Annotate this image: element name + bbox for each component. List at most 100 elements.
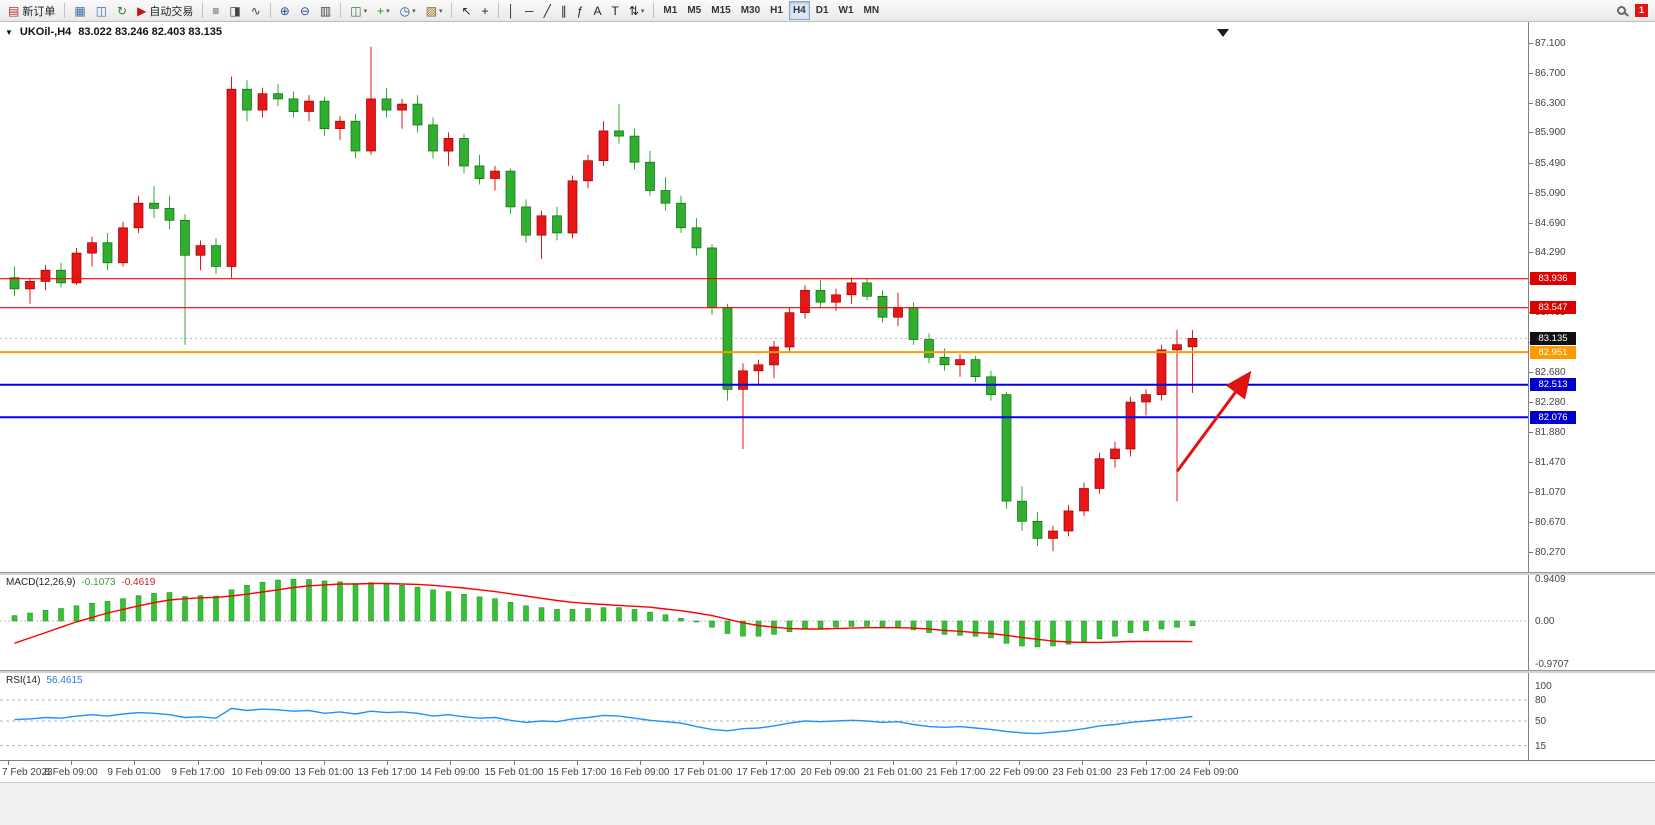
fibonacci-button[interactable]: ƒ [573, 1, 588, 20]
macd-histogram [11, 578, 1196, 648]
candlestick-chart-button[interactable]: ◨ [225, 1, 244, 20]
time-tick [324, 761, 325, 765]
charts-button[interactable]: ▦ [70, 1, 89, 20]
price-badge: 82.513 [1530, 378, 1576, 391]
search-button[interactable] [1613, 1, 1630, 20]
dropdown-arrow-icon[interactable]: ▾ [640, 7, 645, 15]
tf-d1-button[interactable]: D1 [812, 1, 833, 20]
time-label: 10 Feb 09:00 [231, 767, 291, 778]
tf-m5-button[interactable]: M5 [683, 1, 705, 20]
toolbar-separator [497, 3, 499, 18]
dropdown-arrow-icon[interactable]: ▾ [438, 7, 443, 15]
toolbar-separator [64, 3, 66, 18]
dropdown-arrow-icon[interactable]: ▾ [386, 7, 390, 15]
autotrading-button[interactable]: ▶ 自动交易 [133, 1, 197, 20]
cursor-icon: ↖ [461, 3, 472, 18]
dropdown-arrow-icon[interactable]: ▾ [412, 7, 416, 15]
time-axis[interactable]: 7 Feb 2023 8 Feb 09:00 9 Feb 01:00 9 Feb 17… [0, 760, 1655, 782]
tf-m1-button[interactable]: M1 [659, 1, 681, 20]
tf-m30-button[interactable]: M30 [737, 1, 764, 20]
time-tick [387, 761, 388, 765]
zoom-out-icon: ⊖ [299, 3, 310, 18]
macd-chart[interactable] [0, 575, 1528, 670]
text-button[interactable]: A [589, 1, 605, 20]
time-tick [450, 761, 451, 765]
chart-symbol-period: UKOil-,H4 [19, 26, 72, 38]
new-order-button[interactable]: ▤ 新订单 [4, 1, 59, 20]
price-tick [1529, 432, 1533, 433]
periods-button[interactable]: ◷ ▾ [396, 1, 420, 20]
crosshair-button[interactable]: + [478, 1, 493, 20]
quick-trade-arrow-icon[interactable]: ▼ [5, 27, 13, 37]
price-tick [1529, 223, 1533, 224]
tf-w1-button[interactable]: W1 [835, 1, 858, 20]
autotrading-label: 自动交易 [149, 5, 194, 18]
main-chart[interactable] [0, 22, 1528, 572]
time-label: 13 Feb 01:00 [294, 767, 354, 778]
bar-chart-button[interactable]: ≡ [208, 1, 223, 20]
time-tick [577, 761, 578, 765]
time-tick [261, 761, 262, 765]
price-axis[interactable]: 87.100 86.700 86.300 85.900 85.490 85.090 84.6… [1528, 22, 1655, 760]
tile-windows-button[interactable]: ▥ [316, 1, 335, 20]
text-icon: A [593, 3, 602, 18]
time-label: 9 Feb 01:00 [107, 767, 161, 778]
panel-splitter[interactable] [0, 572, 1655, 575]
time-tick [640, 761, 641, 765]
panel-splitter[interactable] [0, 670, 1655, 673]
arrows-button[interactable]: ⇅ ▾ [625, 1, 649, 20]
price-badge: 82.076 [1530, 411, 1576, 424]
zoom-in-button[interactable]: ⊕ [276, 1, 294, 20]
axis-label: 50 [1535, 716, 1547, 727]
channel-button[interactable]: ∥ [557, 1, 571, 20]
time-tick [1082, 761, 1083, 765]
market-depth-button[interactable]: ◫ [92, 1, 111, 20]
time-tick [134, 761, 135, 765]
templates-button[interactable]: ▨ ▾ [422, 1, 447, 20]
axis-label: 85.090 [1535, 188, 1566, 199]
price-tick [1529, 402, 1533, 403]
time-tick [1209, 761, 1210, 765]
time-label: 15 Feb 01:00 [484, 767, 544, 778]
refresh-icon: ↻ [117, 3, 128, 18]
time-tick [766, 761, 767, 765]
new-chart-button[interactable]: ◫ ▾ [346, 1, 371, 20]
tile-windows-icon: ▥ [319, 3, 332, 18]
time-tick [956, 761, 957, 765]
templates-icon: ▨ [425, 3, 437, 18]
price-tick [1529, 73, 1533, 74]
horizontal-line-button[interactable]: ─ [521, 1, 538, 20]
price-tick [1529, 103, 1533, 104]
arrow-annotation[interactable] [1175, 370, 1252, 473]
zoom-out-button[interactable]: ⊖ [296, 1, 314, 20]
toolbar-separator [269, 3, 271, 18]
tf-mn-button[interactable]: MN [860, 1, 884, 20]
toolbar-separator [451, 3, 453, 18]
cursor-button[interactable]: ↖ [457, 1, 475, 20]
toolbar: ▤ 新订单 ▦ ◫ ↻ ▶ 自动交易 ≡ ◨ ∿ ⊕ ⊖ ▥ ◫ ▾ + ▾ ◷ ▾ ▨ ▾ ↖ + │ ─ ╱ ∥ ƒ A T ⇅ ▾ M1 M… [0, 0, 1655, 22]
price-badge: 83.936 [1530, 272, 1576, 285]
text-label-button[interactable]: T [608, 1, 623, 20]
rsi-chart[interactable] [0, 673, 1528, 760]
time-label: 13 Feb 17:00 [357, 767, 417, 778]
toolbar-separator [202, 3, 204, 18]
tf-h4-button[interactable]: H4 [788, 1, 810, 20]
time-label: 21 Feb 01:00 [863, 767, 923, 778]
axis-label: 15 [1535, 741, 1547, 752]
indicators-button[interactable]: + ▾ [373, 1, 394, 20]
tf-h1-button[interactable]: H1 [766, 1, 787, 20]
vertical-line-button[interactable]: │ [504, 1, 520, 20]
horizontal-line-icon: ─ [525, 3, 534, 18]
trendline-button[interactable]: ╱ [540, 1, 555, 20]
macd-main-value: -0.1073 [81, 577, 116, 588]
notification-badge[interactable]: 1 [1635, 4, 1648, 17]
axis-label: -0.9707 [1535, 659, 1569, 670]
line-chart-button[interactable]: ∿ [247, 1, 265, 20]
tf-m15-button[interactable]: M15 [707, 1, 734, 20]
axis-label: 82.680 [1535, 367, 1566, 378]
dropdown-arrow-icon[interactable]: ▾ [363, 7, 368, 15]
refresh-button[interactable]: ↻ [113, 1, 131, 20]
new-chart-icon: ◫ [350, 3, 362, 18]
tf-m5-label: M5 [687, 5, 702, 16]
axis-label: 81.880 [1535, 427, 1566, 438]
